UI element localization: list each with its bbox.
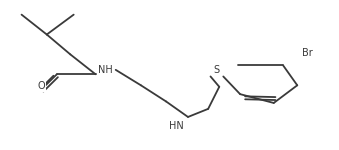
Text: Br: Br	[302, 48, 313, 58]
Text: NH: NH	[98, 65, 113, 75]
Text: O: O	[37, 81, 45, 91]
Text: HN: HN	[169, 121, 184, 131]
Text: S: S	[214, 65, 220, 75]
